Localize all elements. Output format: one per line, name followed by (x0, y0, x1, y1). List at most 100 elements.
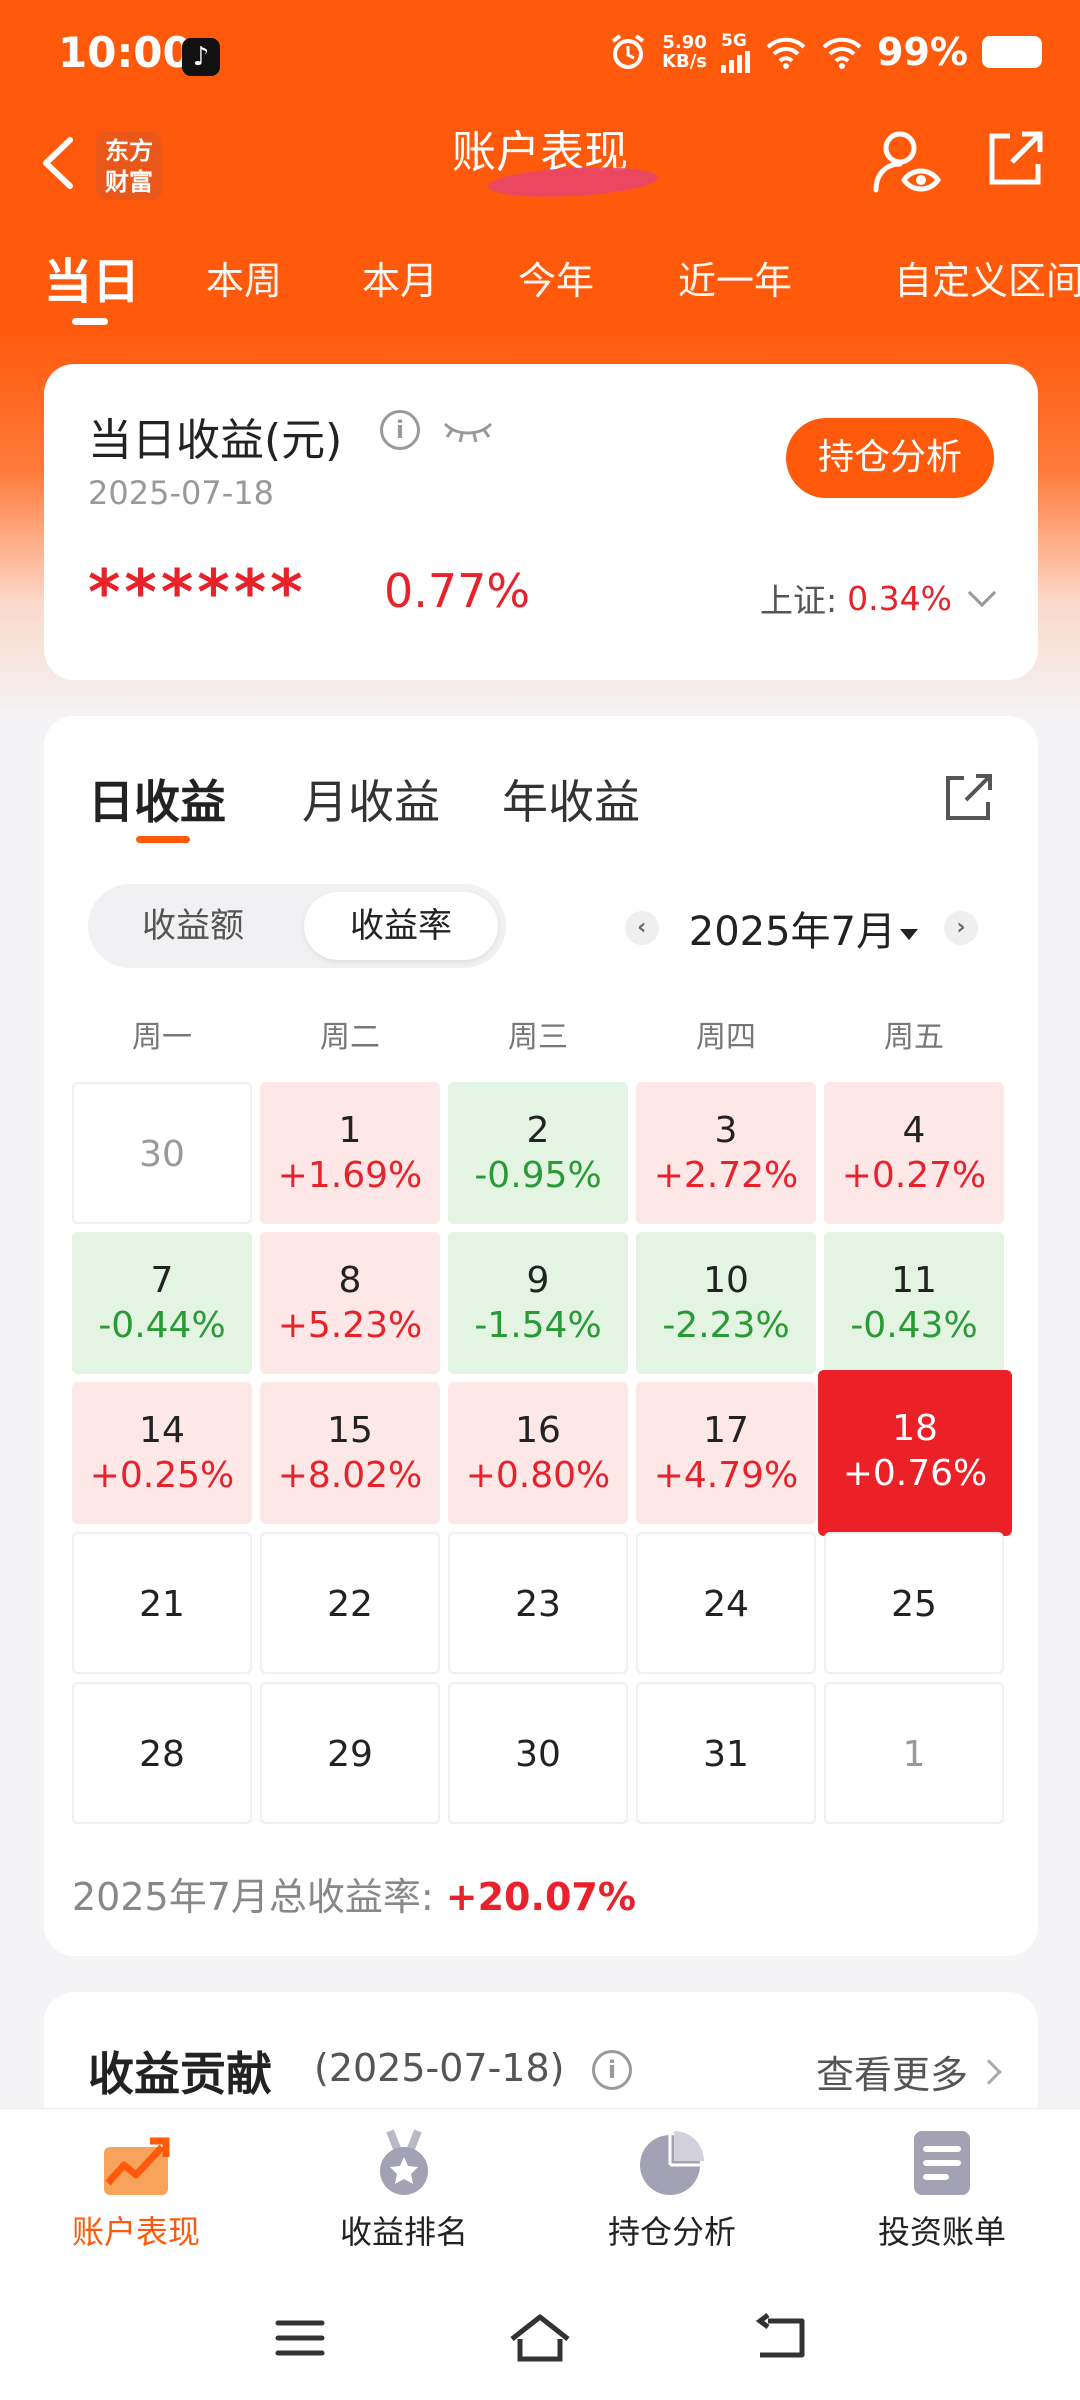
calendar-day[interactable]: 22 (260, 1532, 440, 1674)
eye-closed-icon[interactable] (442, 416, 494, 446)
calendar-day[interactable]: 2 -0.95% (448, 1082, 628, 1224)
view-more-label: 查看更多 (815, 2053, 968, 2097)
weekday-fri: 周五 (884, 1020, 944, 1055)
tab-today-label: 当日 (44, 254, 141, 310)
active-tab-indicator (136, 836, 190, 843)
calendar-day-return: +2.72% (653, 1155, 799, 1196)
month-selector[interactable]: 2025年7月 (689, 899, 918, 957)
status-bar: 10:00 ♪ 5.90 KB/s 5G 99% (0, 0, 1080, 110)
calendar-day[interactable]: 30 (448, 1682, 628, 1824)
bottom-nav-ranking[interactable]: 收益排名 (304, 2127, 504, 2253)
calendar-day[interactable]: 30 (72, 1082, 252, 1224)
index-label: 上证: (760, 581, 838, 620)
speed-unit: KB/s (662, 51, 708, 72)
calendar-day-return: +0.80% (465, 1455, 611, 1496)
calendar-day-return: +5.23% (277, 1305, 423, 1346)
share-icon[interactable] (982, 128, 1046, 192)
calendar-day[interactable]: 15 +8.02% (260, 1382, 440, 1524)
back-arrow-icon[interactable] (30, 128, 90, 198)
speed-value: 5.90 (662, 32, 707, 53)
calendar-day[interactable]: 16 +0.80% (448, 1382, 628, 1524)
tiktok-notification-icon: ♪ (182, 38, 220, 76)
active-tab-indicator (72, 318, 108, 325)
battery-icon (982, 36, 1042, 68)
share-icon[interactable] (942, 772, 994, 824)
calendar-day[interactable]: 17 +4.79% (636, 1382, 816, 1524)
medal-icon (380, 2129, 428, 2195)
signal-icon (721, 51, 751, 73)
tab-monthly-returns[interactable]: 月收益 (302, 775, 440, 829)
daily-summary-card: 当日收益(元) i 2025-07-18 持仓分析 ****** 0.77% 上… (44, 364, 1038, 680)
back-icon[interactable] (754, 2313, 810, 2363)
prev-month-button[interactable]: ‹ (624, 911, 659, 945)
logo-line-2: 财富 (105, 168, 153, 196)
tab-custom-range[interactable]: 自定义区间 (894, 259, 1080, 303)
logo-line-1: 东方 (105, 137, 153, 165)
system-nav-bar (0, 2313, 1080, 2383)
calendar-day-number: 11 (891, 1260, 937, 1301)
weekday-thu: 周四 (696, 1020, 756, 1055)
bottom-nav-label: 持仓分析 (607, 2213, 736, 2251)
calendar-day[interactable]: 24 (636, 1532, 816, 1674)
calendar-day-number: 30 (515, 1734, 561, 1775)
daily-return-rate: 0.77% (384, 564, 531, 618)
calendar-day[interactable]: 31 (636, 1682, 816, 1824)
next-month-button[interactable]: › (944, 911, 978, 945)
calendar-day[interactable]: 21 (72, 1532, 252, 1674)
calendar-day[interactable]: 28 (72, 1682, 252, 1824)
holdings-analysis-button[interactable]: 持仓分析 (786, 418, 994, 498)
calendar-day[interactable]: 9 -1.54% (448, 1232, 628, 1374)
home-icon[interactable] (508, 2313, 572, 2363)
calendar-day-return: -1.54% (474, 1305, 602, 1346)
info-icon[interactable]: i (592, 2050, 632, 2090)
bottom-nav-account-performance[interactable]: 账户表现 (36, 2127, 236, 2253)
calendar-day-return: -0.95% (474, 1155, 602, 1196)
tab-this-week[interactable]: 本周 (206, 259, 283, 303)
calendar-day-number: 10 (703, 1260, 749, 1301)
calendar-day-number: 17 (703, 1410, 749, 1451)
menu-icon[interactable] (274, 2313, 326, 2363)
segment-return-amount[interactable]: 收益额 (142, 906, 244, 946)
calendar-day-today[interactable]: 18 +0.76% (818, 1370, 1012, 1536)
info-icon[interactable]: i (380, 410, 420, 450)
calendar-day[interactable]: 3 +2.72% (636, 1082, 816, 1224)
calendar-day[interactable]: 14 +0.25% (72, 1382, 252, 1524)
calendar-day-number: 24 (703, 1584, 749, 1625)
tab-this-month[interactable]: 本月 (362, 259, 439, 303)
tab-last-year[interactable]: 近一年 (678, 259, 793, 303)
daily-return-title: 当日收益(元) (88, 415, 343, 466)
calendar-day[interactable]: 25 (824, 1532, 1004, 1674)
tab-today[interactable]: 当日 (44, 242, 141, 325)
calendar-day[interactable]: 10 -2.23% (636, 1232, 816, 1374)
metric-segment-control: 收益额 收益率 (88, 884, 506, 968)
weekday-header: 周一 周二 周三 周四 周五 (72, 1012, 1016, 1055)
calendar-day[interactable]: 23 (448, 1532, 628, 1674)
bottom-nav-holdings-analysis[interactable]: 持仓分析 (572, 2127, 772, 2253)
calendar-day-number: 31 (703, 1734, 749, 1775)
tab-this-year[interactable]: 今年 (518, 259, 595, 303)
index-comparison[interactable]: 上证: 0.34% (760, 574, 997, 622)
calendar-day-number: 1 (338, 1110, 362, 1151)
calendar-day-return: -2.23% (662, 1305, 790, 1346)
calendar-day-return: +0.76% (842, 1453, 988, 1494)
calendar-day[interactable]: 8 +5.23% (260, 1232, 440, 1374)
calendar-day[interactable]: 7 -0.44% (72, 1232, 252, 1374)
network-type: 5G (721, 31, 747, 51)
tab-yearly-returns[interactable]: 年收益 (502, 775, 640, 829)
month-label: 2025年7月 (688, 909, 896, 955)
calendar-day[interactable]: 29 (260, 1682, 440, 1824)
calendar-day[interactable]: 1 +1.69% (260, 1082, 440, 1224)
wifi-icon (766, 37, 806, 69)
segment-return-rate[interactable]: 收益率 (304, 892, 498, 960)
view-more-link[interactable]: 查看更多 (815, 2044, 1002, 2099)
calendar-day[interactable]: 1 (824, 1682, 1004, 1824)
tab-daily-returns[interactable]: 日收益 (88, 766, 226, 843)
calendar-day-return: -0.44% (98, 1305, 226, 1346)
calendar-day[interactable]: 11 -0.43% (824, 1232, 1004, 1374)
calendar-day[interactable]: 4 +0.27% (824, 1082, 1004, 1224)
user-eye-icon[interactable] (870, 126, 942, 198)
calendar-day-number: 4 (902, 1110, 926, 1151)
weekday-mon: 周一 (132, 1020, 192, 1055)
bottom-nav-investment-statement[interactable]: 投资账单 (842, 2127, 1042, 2253)
wifi-icon-2 (822, 37, 862, 69)
